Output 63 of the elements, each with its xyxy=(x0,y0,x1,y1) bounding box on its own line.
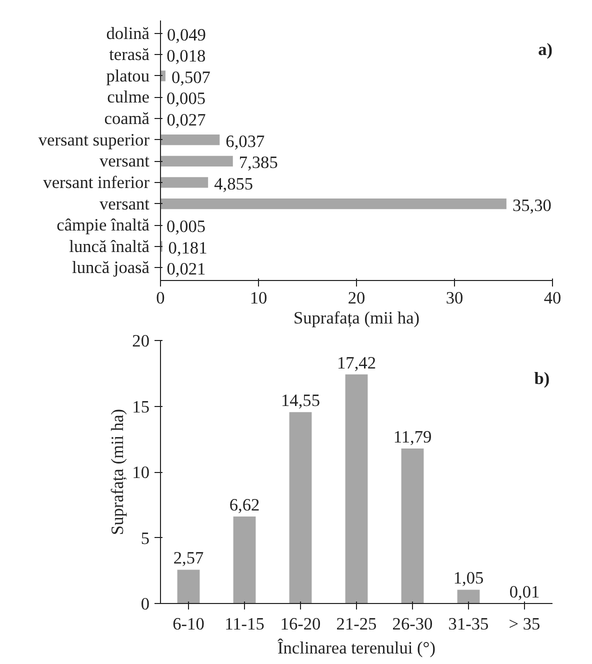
y-tick-label: versant xyxy=(99,194,150,214)
x-tick-label: 30 xyxy=(446,288,464,308)
y-tick-label: culme xyxy=(107,88,150,107)
data-label: 2,57 xyxy=(173,548,204,568)
bar xyxy=(457,590,480,604)
bar xyxy=(289,412,312,604)
y-tick-label: luncă joasă xyxy=(72,258,150,278)
data-label: 0,027 xyxy=(166,110,206,130)
x-tick-label: 16-20 xyxy=(280,614,321,634)
bar xyxy=(177,570,200,604)
annotation: a) xyxy=(538,40,553,59)
data-label: 6,62 xyxy=(229,495,260,514)
y-axis-title: Suprafața (mii ha) xyxy=(108,408,128,536)
y-tick-label: 10 xyxy=(132,463,150,482)
y-tick-label: 15 xyxy=(132,397,150,416)
x-tick-label: 11-15 xyxy=(224,614,264,634)
y-tick-label: versant xyxy=(99,152,150,171)
data-label: 6,037 xyxy=(226,132,265,151)
data-label: 11,79 xyxy=(393,427,432,446)
y-tick-label: dolină xyxy=(106,24,150,43)
x-axis-title: Înclinarea terenului (°) xyxy=(278,638,436,658)
data-label: 0,005 xyxy=(166,89,206,108)
bar xyxy=(160,134,220,146)
bar xyxy=(401,448,424,604)
data-label: 35,30 xyxy=(512,196,552,215)
y-tick-label: platou xyxy=(106,66,150,86)
bar xyxy=(160,156,233,166)
x-tick-label: 40 xyxy=(544,288,562,308)
x-tick-label: 21-25 xyxy=(336,614,377,634)
data-label: 0,049 xyxy=(166,25,206,44)
x-tick-label: 20 xyxy=(348,288,366,308)
data-label: 0,005 xyxy=(166,217,206,236)
data-label: 0,021 xyxy=(166,260,206,279)
x-tick-label: > 35 xyxy=(508,614,540,634)
bar xyxy=(160,198,506,210)
y-tick-label: luncă înaltă xyxy=(69,236,150,256)
data-label: 4,855 xyxy=(214,174,254,194)
y-tick-label: 5 xyxy=(140,528,150,548)
data-label: 1,05 xyxy=(453,568,484,588)
data-label: 7,385 xyxy=(238,153,278,172)
x-tick-label: 26-30 xyxy=(392,614,433,634)
y-tick-label: 0 xyxy=(140,594,150,614)
x-axis-title: Suprafața (mii ha) xyxy=(293,308,420,328)
y-tick-label: 20 xyxy=(132,332,150,350)
data-label: 0,018 xyxy=(166,46,206,66)
y-tick-label: câmpie înaltă xyxy=(56,216,150,235)
data-label: 0,01 xyxy=(509,582,540,602)
data-label: 0,507 xyxy=(171,68,211,87)
bar xyxy=(233,516,256,604)
y-tick-label: versant inferior xyxy=(43,172,150,192)
data-label: 17,42 xyxy=(337,353,376,372)
bar xyxy=(345,374,368,604)
y-tick-label: versant superior xyxy=(38,130,150,150)
y-tick-label: coamă xyxy=(104,109,150,128)
x-tick-label: 31-35 xyxy=(448,614,489,634)
annotation: b) xyxy=(534,368,550,388)
data-label: 0,181 xyxy=(168,238,208,258)
x-tick-label: 0 xyxy=(156,288,165,308)
x-tick-label: 6-10 xyxy=(172,614,204,634)
x-tick-label: 10 xyxy=(250,288,268,308)
data-label: 14,55 xyxy=(281,391,320,410)
bar xyxy=(160,177,208,188)
y-tick-label: terasă xyxy=(109,45,150,64)
